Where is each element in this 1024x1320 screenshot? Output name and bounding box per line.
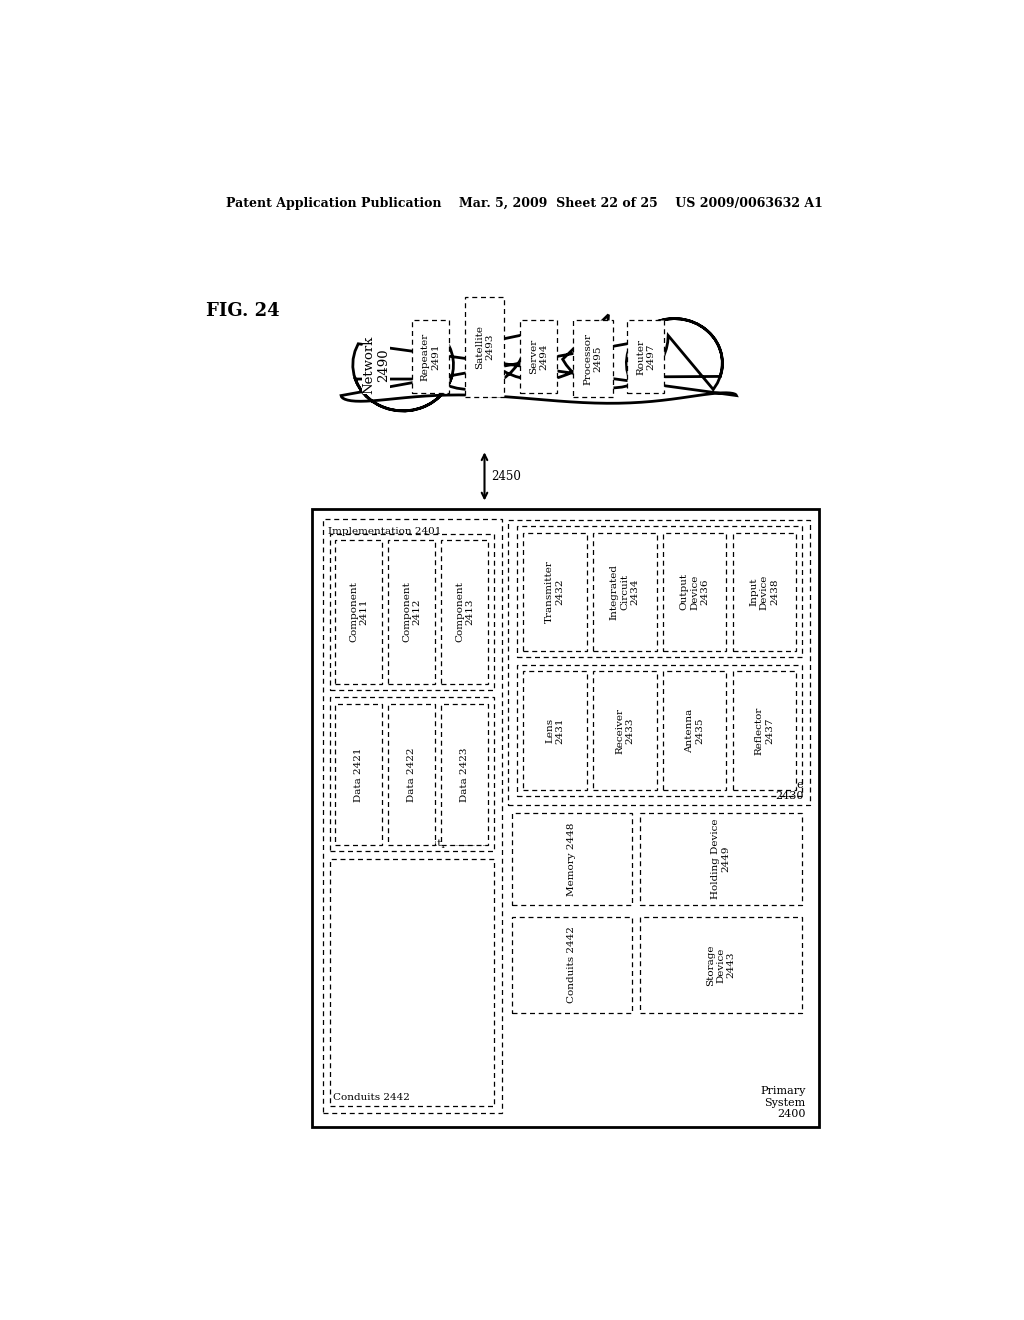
Text: Component
2412: Component 2412 [402,582,421,643]
FancyBboxPatch shape [732,533,796,651]
FancyBboxPatch shape [330,859,494,1106]
Text: Repeater
2491: Repeater 2491 [421,333,440,380]
FancyBboxPatch shape [512,917,632,1014]
FancyBboxPatch shape [324,519,502,1113]
Text: Satellite
2493: Satellite 2493 [475,325,495,370]
FancyBboxPatch shape [523,671,587,789]
Text: Network
2490: Network 2490 [362,335,390,393]
FancyBboxPatch shape [663,533,726,651]
Text: Data 2423: Data 2423 [460,747,469,801]
Text: Conduits 2442: Conduits 2442 [567,927,577,1003]
FancyBboxPatch shape [640,813,802,906]
FancyBboxPatch shape [640,917,802,1014]
Text: Processor
2495: Processor 2495 [584,333,603,384]
Text: Data 2422: Data 2422 [408,747,416,801]
Text: Memory 2448: Memory 2448 [567,822,577,896]
Text: Router
2497: Router 2497 [636,339,655,375]
FancyBboxPatch shape [593,671,656,789]
FancyBboxPatch shape [663,671,726,789]
FancyBboxPatch shape [465,297,504,397]
Text: Lens
2431: Lens 2431 [546,717,564,743]
FancyBboxPatch shape [572,321,613,397]
FancyBboxPatch shape [441,540,488,684]
Text: Implementation 2401: Implementation 2401 [328,527,441,536]
Text: Receiver
2433: Receiver 2433 [615,708,635,754]
FancyBboxPatch shape [523,533,587,651]
Text: Patent Application Publication    Mar. 5, 2009  Sheet 22 of 25    US 2009/006363: Patent Application Publication Mar. 5, 2… [226,197,823,210]
FancyBboxPatch shape [517,527,802,657]
FancyBboxPatch shape [517,665,802,796]
FancyBboxPatch shape [627,321,665,393]
FancyBboxPatch shape [732,671,796,789]
FancyBboxPatch shape [441,704,488,845]
Text: Input
Device
2438: Input Device 2438 [750,574,779,610]
FancyBboxPatch shape [330,697,494,851]
FancyBboxPatch shape [512,813,632,906]
Text: Reflector
2437: Reflector 2437 [755,706,774,755]
Text: Primary
System
2400: Primary System 2400 [760,1086,805,1119]
Text: Conduits 2442: Conduits 2442 [334,1093,411,1102]
FancyBboxPatch shape [412,321,449,393]
Text: Antenna
2435: Antenna 2435 [685,709,705,752]
Text: Interface
2430: Interface 2430 [753,780,804,801]
FancyBboxPatch shape [508,520,810,805]
FancyBboxPatch shape [520,321,557,393]
Text: Component
2413: Component 2413 [455,582,474,643]
Text: Data 2421: Data 2421 [354,747,364,801]
FancyBboxPatch shape [593,533,656,651]
FancyBboxPatch shape [335,540,382,684]
Text: Integrated
Circuit
2434: Integrated Circuit 2434 [610,564,640,620]
Text: Component
2411: Component 2411 [349,582,369,643]
FancyBboxPatch shape [330,535,494,689]
Text: Output
Device
2436: Output Device 2436 [680,573,710,610]
FancyBboxPatch shape [388,704,435,845]
FancyBboxPatch shape [335,704,382,845]
Text: Holding Device
2449: Holding Device 2449 [712,818,730,899]
Text: Server
2494: Server 2494 [529,339,549,375]
Text: Transmitter
2432: Transmitter 2432 [546,561,564,623]
FancyBboxPatch shape [388,540,435,684]
Polygon shape [341,314,736,411]
Text: Output 2402: Output 2402 [422,840,489,849]
Text: Storage
Device
2443: Storage Device 2443 [706,944,736,986]
Bar [312,508,819,1127]
Text: FIG. 24: FIG. 24 [206,302,280,319]
Text: 2450: 2450 [490,470,520,483]
